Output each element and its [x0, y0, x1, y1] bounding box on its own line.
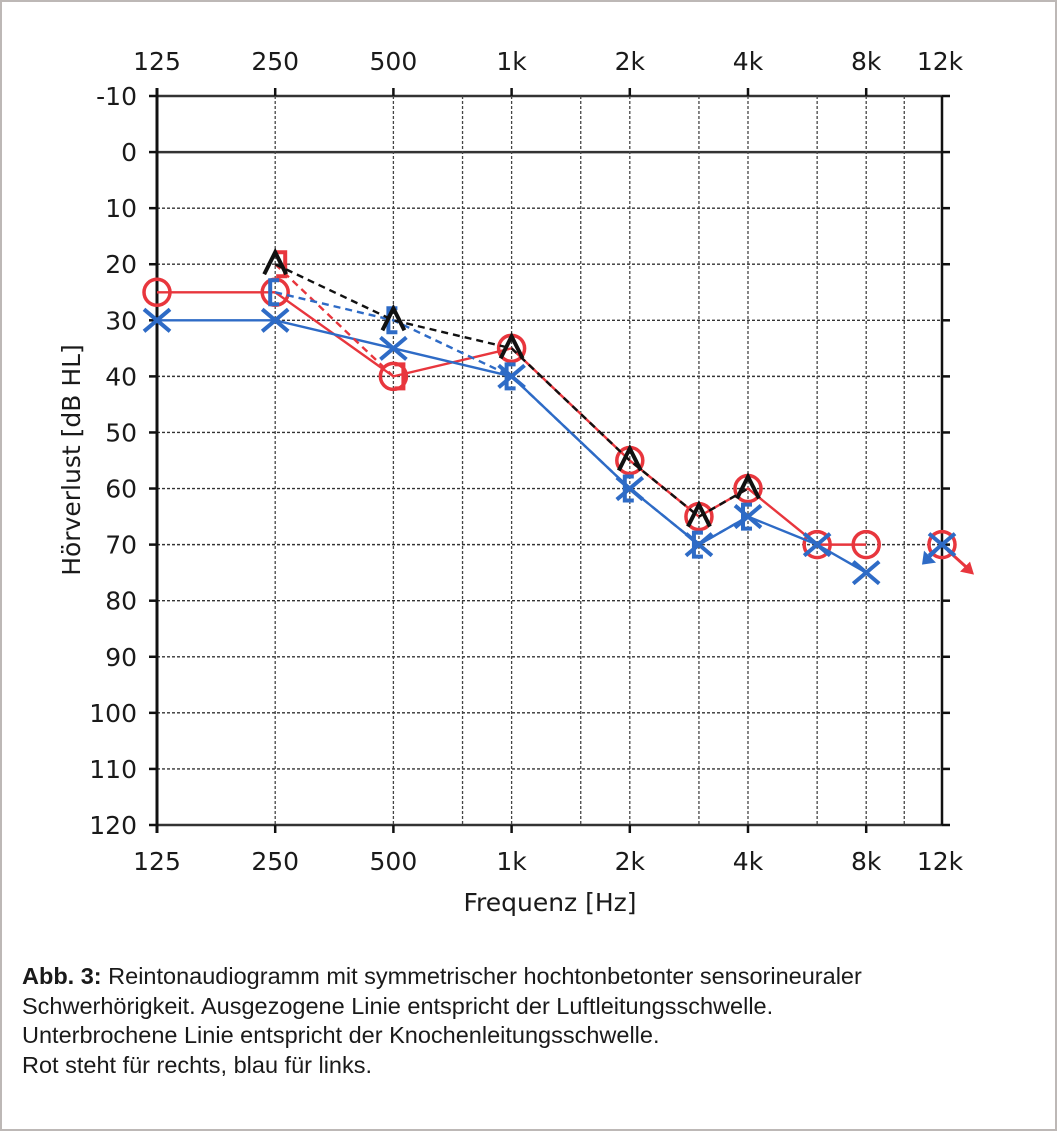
figure-caption: Abb. 3: Reintonaudiogramm mit symmetrisc…	[22, 962, 1032, 1080]
marker-cross	[260, 307, 290, 333]
series-line	[274, 263, 395, 378]
marker-circle	[142, 277, 172, 308]
y-tick-label: -10	[96, 82, 137, 111]
marker-bracket-right	[394, 362, 406, 391]
caption-line-1: Reintonaudiogramm mit symmetrischer hoch…	[101, 963, 862, 989]
y-tick-label: 10	[105, 194, 137, 223]
marker-cross	[379, 335, 408, 361]
marker-bracket-right	[276, 250, 288, 279]
caption-line-3: Unterbrochene Linie entspricht der Knoch…	[22, 1022, 660, 1048]
marker-circle	[851, 529, 881, 560]
audiogram-chart: -10 0 10 20 30 40 50 60 70 80 90 100 110 120 125 125 250…	[57, 47, 974, 917]
x-tick-label-top: 250	[251, 47, 299, 76]
y-tick-label: 110	[89, 755, 137, 784]
marker-bracket-left	[691, 530, 703, 559]
marker-cross	[733, 504, 763, 530]
y-axis-title: Hörverlust [dB HL]	[57, 344, 86, 576]
series-knochenleitung-links-maskiert-	[268, 278, 752, 559]
series-knochenleitung-unmaskiert	[262, 247, 761, 528]
axes	[149, 88, 950, 833]
series-luftleitung-links	[142, 307, 957, 586]
y-tick-label: 70	[105, 531, 137, 560]
x-tick-label-bottom: 8k	[851, 847, 882, 876]
y-tick-label: 20	[105, 250, 137, 279]
marker-caret	[735, 472, 761, 500]
marker-cross	[802, 532, 832, 558]
marker-caret	[262, 247, 288, 276]
x-tick-label-top: 500	[370, 47, 418, 76]
x-tick-label-bottom: 1k	[496, 847, 527, 876]
y-tick-label: 30	[105, 306, 137, 335]
marker-caret	[617, 444, 643, 472]
marker-bracket-left	[504, 362, 516, 391]
y-tick-label: 100	[89, 699, 137, 728]
marker-bracket-left	[268, 278, 280, 307]
y-tick-label: 90	[105, 643, 137, 672]
marker-cross	[851, 560, 881, 586]
marker-circle	[378, 361, 409, 392]
series-line	[274, 291, 749, 547]
series-layer	[142, 247, 974, 586]
caption-line-2: Schwerhörigkeit. Ausgezogene Linie entsp…	[22, 992, 774, 1019]
y-tick-label: 80	[105, 587, 137, 616]
marker-bracket-left	[741, 502, 752, 531]
marker-circle	[927, 529, 957, 560]
tick-labels: -10 0 10 20 30 40 50 60 70 80 90 100 110 120 125 125 250…	[89, 47, 963, 876]
x-tick-label-bottom: 12k	[917, 847, 964, 876]
x-tick-label-top: 8k	[851, 47, 882, 76]
caption-line-4: Rot steht für rechts, blau für links.	[22, 1051, 373, 1078]
grid	[157, 94, 942, 827]
series-line	[274, 263, 749, 519]
marker-bracket-left	[622, 474, 634, 503]
y-tick-label: 40	[105, 362, 137, 391]
no-response-arrowhead	[922, 550, 936, 565]
x-tick-label-top: 4k	[733, 47, 764, 76]
y-tick-label: 120	[89, 811, 137, 840]
x-tick-label-bottom: 4k	[733, 847, 764, 876]
x-tick-label-bottom: 250	[251, 847, 299, 876]
marker-caret	[498, 331, 525, 360]
series-knochenleitung-rechts-maskiert-	[274, 250, 406, 391]
x-axis-title: Frequenz [Hz]	[463, 888, 636, 917]
marker-circle	[802, 529, 832, 560]
x-tick-label-bottom: 125	[133, 847, 181, 876]
caption-label: Abb. 3:	[22, 963, 102, 989]
x-tick-label-bottom: 500	[370, 847, 418, 876]
marker-caret	[380, 303, 407, 332]
y-tick-label: 60	[105, 475, 137, 504]
x-tick-label-top: 125	[133, 47, 181, 76]
marker-caret	[686, 500, 712, 528]
y-tick-label: 0	[121, 138, 137, 167]
no-response-arrowhead	[960, 561, 974, 575]
y-tick-label: 50	[105, 418, 137, 447]
x-tick-label-top: 1k	[496, 47, 527, 76]
marker-cross	[142, 307, 172, 333]
x-tick-label-bottom: 2k	[615, 847, 646, 876]
x-tick-label-top: 12k	[917, 47, 964, 76]
x-tick-label-top: 2k	[615, 47, 646, 76]
